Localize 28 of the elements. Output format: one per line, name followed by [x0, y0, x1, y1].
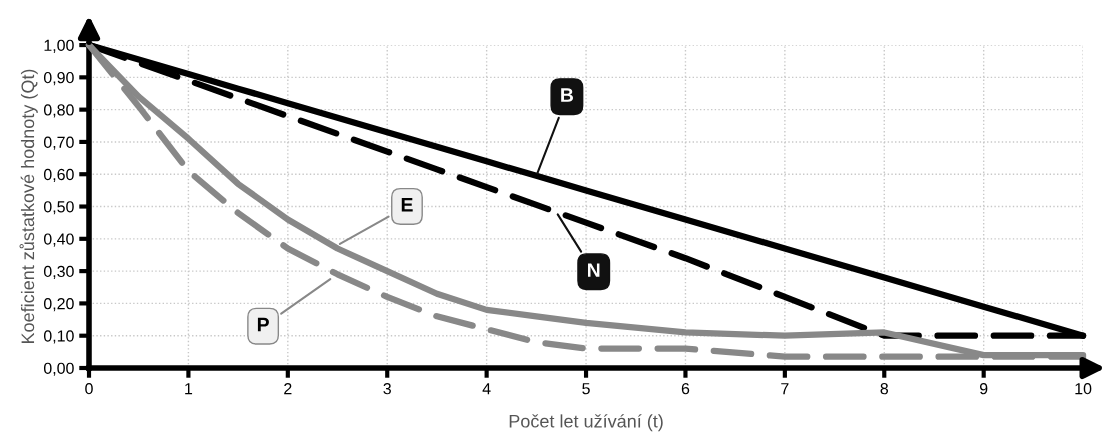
y-tick-label: 0,50 — [43, 201, 74, 215]
x-axis-title: Počet let užívání (t) — [509, 414, 663, 432]
x-tick-label: 8 — [880, 383, 889, 395]
annotation: N — [588, 263, 600, 277]
y-tick-label: 0,20 — [43, 298, 74, 312]
y-axis-title: Koeficient zůstatkové hodnoty (Qt) — [19, 69, 38, 344]
x-tick-label: 7 — [781, 383, 789, 395]
x-tick-label: 0 — [85, 383, 93, 395]
x-tick-label: 4 — [482, 383, 491, 395]
x-tick-label: 10 — [1075, 383, 1092, 395]
x-tick-label: 2 — [284, 383, 292, 395]
annotation: E — [401, 198, 413, 212]
annotation: P — [257, 317, 269, 332]
y-tick-label: 0,90 — [43, 71, 74, 86]
x-tick-label: 9 — [979, 383, 988, 395]
x-tick-label: 6 — [681, 383, 690, 395]
y-tick-label: 0,00 — [43, 362, 74, 376]
x-tick-label: 5 — [582, 383, 590, 395]
y-tick-label: 0,30 — [43, 265, 74, 279]
y-tick-label: 0,80 — [43, 104, 74, 118]
annotation: B — [561, 88, 574, 102]
x-tick-label: 1 — [185, 383, 193, 395]
y-tick-label: 0,40 — [43, 233, 74, 247]
y-tick-label: 0,70 — [43, 136, 74, 150]
y-tick-label: 0,10 — [43, 330, 74, 344]
y-tick-label: 0,60 — [43, 168, 74, 183]
y-tick-label: 1,00 — [44, 39, 74, 53]
x-tick-label: 3 — [383, 383, 391, 395]
